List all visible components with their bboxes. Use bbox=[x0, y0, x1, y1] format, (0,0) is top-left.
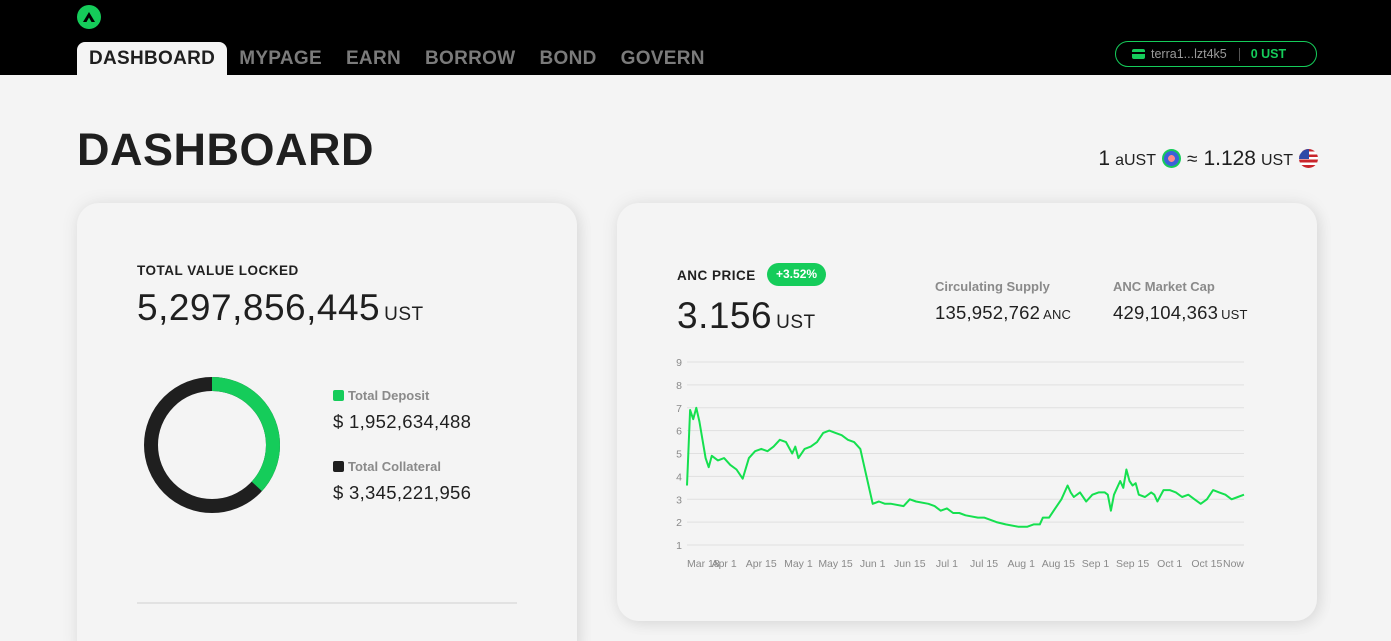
rate-left-amount: 1 bbox=[1098, 147, 1111, 170]
y-tick-label: 5 bbox=[676, 449, 682, 461]
wallet-button[interactable]: terra1...lzt4k5 0 UST bbox=[1115, 41, 1317, 67]
legend-total-deposit-label: Total Deposit bbox=[348, 388, 430, 403]
anc-price-line bbox=[686, 406, 1245, 528]
tab-borrow[interactable]: BORROW bbox=[425, 48, 516, 69]
wallet-address: terra1...lzt4k5 bbox=[1151, 47, 1227, 61]
y-tick-label: 1 bbox=[676, 540, 682, 552]
legend-total-collateral-title: Total Collateral bbox=[333, 459, 471, 474]
circulating-supply-unit: ANC bbox=[1043, 307, 1072, 322]
tvl-donut-chart bbox=[144, 377, 280, 513]
wallet-icon bbox=[1132, 49, 1145, 59]
tvl-amount: 5,297,856,445 bbox=[137, 287, 381, 328]
anc-market-cap-label: ANC Market Cap bbox=[1113, 279, 1215, 294]
collateral-swatch bbox=[333, 461, 344, 472]
price-change-badge: +3.52% bbox=[767, 263, 827, 286]
anc-price-value: 3.156 UST bbox=[677, 295, 816, 337]
legend-total-deposit-value: $ 1,952,634,488 bbox=[333, 411, 472, 432]
approx-sign: ≈ bbox=[1187, 149, 1198, 170]
anc-market-cap-amount: 429,104,363 bbox=[1113, 302, 1219, 323]
anc-price-unit: UST bbox=[776, 312, 816, 333]
tab-govern[interactable]: GOVERN bbox=[620, 48, 705, 69]
x-tick-label: May 1 bbox=[784, 558, 813, 570]
anc-market-cap: ANC Market Cap 429,104,363 UST bbox=[1113, 279, 1248, 324]
anc-price-amount: 3.156 bbox=[677, 295, 773, 336]
x-tick-label: Jul 1 bbox=[936, 558, 958, 570]
x-tick-label: Mar 18 bbox=[687, 558, 720, 570]
wallet-balance: 0 UST bbox=[1250, 47, 1287, 61]
x-tick-label: Apr 15 bbox=[746, 558, 777, 570]
tvl-card: TOTAL VALUE LOCKED 5,297,856,445 UST Tota… bbox=[77, 203, 577, 641]
circulating-supply: Circulating Supply 135,952,762 ANC bbox=[935, 279, 1071, 324]
x-tick-label: Sep 15 bbox=[1116, 558, 1149, 570]
tvl-unit: UST bbox=[384, 304, 424, 325]
y-tick-label: 3 bbox=[676, 494, 682, 506]
ust-token-icon bbox=[1299, 149, 1318, 168]
x-tick-label: Aug 1 bbox=[1007, 558, 1035, 570]
y-tick-label: 6 bbox=[676, 426, 682, 438]
anc-price-label: ANC PRICE bbox=[677, 268, 756, 283]
x-tick-label: Now bbox=[1223, 558, 1244, 570]
deposit-swatch bbox=[333, 390, 344, 401]
tvl-label: TOTAL VALUE LOCKED bbox=[137, 263, 299, 278]
legend-total-collateral: Total Collateral $ 3,345,221,956 bbox=[333, 459, 471, 504]
card-divider bbox=[137, 602, 517, 604]
rate-right-unit: UST bbox=[1261, 152, 1293, 169]
x-tick-label: Oct 1 bbox=[1157, 558, 1182, 570]
donut-deposit-segment bbox=[144, 377, 280, 513]
circulating-supply-value: 135,952,762 ANC bbox=[935, 302, 1071, 324]
tvl-value: 5,297,856,445 UST bbox=[137, 287, 424, 329]
y-tick-label: 8 bbox=[676, 380, 682, 392]
x-tick-label: May 15 bbox=[818, 558, 853, 570]
page-title: DASHBOARD bbox=[77, 124, 374, 175]
rate-left-unit: aUST bbox=[1115, 152, 1156, 169]
anc-market-cap-value: 429,104,363 UST bbox=[1113, 302, 1248, 324]
legend-total-deposit: Total Deposit $ 1,952,634,488 bbox=[333, 388, 471, 433]
x-tick-label: Aug 15 bbox=[1042, 558, 1075, 570]
y-tick-label: 7 bbox=[676, 403, 682, 415]
x-tick-label: Jun 1 bbox=[860, 558, 886, 570]
aust-token-icon bbox=[1162, 149, 1181, 168]
x-tick-label: Jun 15 bbox=[894, 558, 926, 570]
anc-price-card: ANC PRICE +3.52% 3.156 UST Circulating Su… bbox=[617, 203, 1317, 621]
legend-total-collateral-value: $ 3,345,221,956 bbox=[333, 482, 472, 503]
x-tick-label: Sep 1 bbox=[1082, 558, 1110, 570]
y-tick-label: 2 bbox=[676, 517, 682, 529]
x-tick-label: Apr 1 bbox=[712, 558, 737, 570]
legend-total-deposit-title: Total Deposit bbox=[333, 388, 471, 403]
tab-earn[interactable]: EARN bbox=[345, 48, 401, 69]
top-bar: DASHBOARD MYPAGE EARN BORROW BOND GOVERN… bbox=[0, 0, 1391, 75]
rate-right-amount: 1.128 bbox=[1203, 147, 1256, 170]
tab-dashboard[interactable]: DASHBOARD bbox=[77, 42, 228, 75]
circulating-supply-amount: 135,952,762 bbox=[935, 302, 1041, 323]
tab-mypage[interactable]: MYPAGE bbox=[239, 48, 322, 69]
chart-gridlines bbox=[687, 361, 1244, 546]
anc-market-cap-unit: UST bbox=[1221, 307, 1248, 322]
exchange-rate: 1 aUST ≈ 1.128 UST bbox=[1098, 146, 1318, 171]
circulating-supply-label: Circulating Supply bbox=[935, 279, 1050, 294]
x-tick-label: Jul 15 bbox=[970, 558, 998, 570]
x-tick-label: Oct 15 bbox=[1191, 558, 1222, 570]
main-nav: DASHBOARD MYPAGE EARN BORROW BOND GOVERN bbox=[77, 42, 717, 75]
y-tick-label: 9 bbox=[676, 357, 682, 369]
anchor-logo-icon[interactable] bbox=[77, 5, 101, 29]
y-tick-label: 4 bbox=[676, 471, 682, 483]
legend-total-collateral-label: Total Collateral bbox=[348, 459, 441, 474]
wallet-divider bbox=[1238, 47, 1240, 61]
tab-bond[interactable]: BOND bbox=[539, 48, 597, 69]
